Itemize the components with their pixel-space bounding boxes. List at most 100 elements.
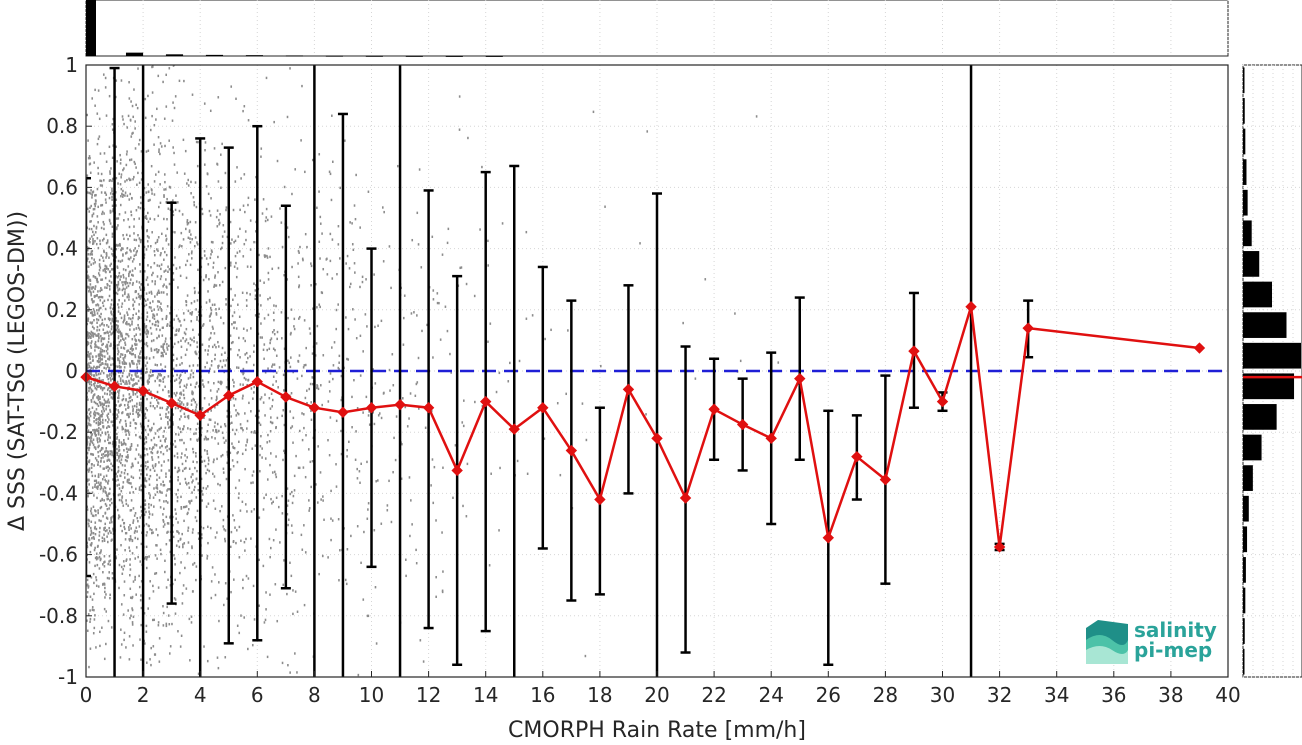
- scatter-point: [173, 557, 176, 560]
- scatter-point: [152, 446, 155, 449]
- scatter-point: [172, 359, 175, 362]
- scatter-point: [111, 453, 113, 457]
- scatter-point: [156, 351, 158, 354]
- scatter-point: [99, 487, 102, 491]
- scatter-point: [162, 346, 165, 349]
- scatter-point: [88, 353, 90, 356]
- scatter-point: [93, 207, 96, 211]
- scatter-point: [255, 230, 257, 233]
- scatter-point: [416, 381, 419, 384]
- scatter-point: [99, 396, 101, 399]
- scatter-point: [91, 235, 93, 238]
- scatter-point: [100, 557, 102, 561]
- scatter-point: [232, 298, 234, 301]
- scatter-point: [338, 361, 340, 364]
- scatter-point: [186, 456, 189, 459]
- scatter-point: [216, 225, 219, 228]
- scatter-point: [129, 363, 131, 366]
- scatter-point: [173, 342, 176, 346]
- x-histogram-bar: [485, 55, 503, 57]
- scatter-point: [137, 67, 139, 70]
- scatter-point: [375, 642, 378, 645]
- scatter-point: [107, 412, 110, 416]
- scatter-point: [106, 529, 108, 532]
- scatter-point: [201, 407, 204, 410]
- scatter-point: [367, 502, 370, 505]
- scatter-point: [338, 579, 340, 582]
- scatter-point: [192, 451, 195, 454]
- scatter-point: [96, 487, 99, 490]
- scatter-point: [105, 516, 108, 519]
- scatter-point: [380, 319, 383, 323]
- scatter-point: [191, 531, 194, 534]
- scatter-point: [90, 531, 93, 534]
- scatter-point: [162, 347, 165, 350]
- scatter-point: [350, 534, 352, 538]
- scatter-point: [145, 467, 148, 471]
- scatter-point: [116, 437, 118, 440]
- scatter-point: [246, 329, 248, 332]
- scatter-point: [110, 344, 112, 347]
- scatter-point: [273, 363, 276, 366]
- scatter-point: [137, 206, 140, 209]
- scatter-point: [106, 392, 108, 396]
- x-tick-label: 20: [644, 683, 669, 707]
- scatter-point: [183, 396, 186, 400]
- scatter-point: [119, 377, 122, 380]
- scatter-point: [145, 545, 148, 548]
- scatter-point: [217, 271, 219, 274]
- y-histogram-bar: [1243, 189, 1248, 216]
- scatter-point: [110, 312, 113, 316]
- scatter-point: [139, 638, 141, 641]
- scatter-point: [181, 438, 183, 442]
- scatter-point: [232, 321, 235, 324]
- scatter-point: [108, 270, 111, 274]
- scatter-point: [89, 171, 92, 174]
- scatter-point: [211, 345, 214, 349]
- scatter-point: [156, 375, 159, 378]
- scatter-point: [177, 466, 180, 470]
- scatter-point: [180, 356, 183, 359]
- scatter-point: [138, 237, 141, 240]
- scatter-point: [109, 559, 112, 562]
- scatter-point: [268, 347, 271, 351]
- scatter-point: [150, 59, 152, 61]
- scatter-point: [96, 412, 99, 415]
- scatter-point: [187, 236, 190, 240]
- scatter-point: [91, 441, 94, 445]
- scatter-point: [645, 413, 647, 416]
- scatter-point: [139, 455, 142, 459]
- scatter-point: [120, 305, 123, 308]
- y-tick-label: -0.4: [39, 481, 78, 505]
- scatter-point: [236, 166, 238, 169]
- scatter-point: [203, 438, 206, 441]
- scatter-point: [105, 349, 108, 353]
- scatter-point: [104, 191, 107, 194]
- scatter-point: [120, 353, 122, 356]
- scatter-point: [124, 191, 127, 194]
- scatter-point: [106, 375, 109, 378]
- scatter-point: [136, 249, 138, 253]
- scatter-point: [351, 222, 353, 225]
- scatter-point: [105, 265, 108, 268]
- scatter-point: [132, 307, 135, 311]
- x-tick-label: 8: [308, 683, 321, 707]
- scatter-point: [418, 168, 421, 171]
- scatter-point: [258, 409, 260, 413]
- scatter-point: [432, 298, 435, 301]
- scatter-point: [100, 446, 103, 450]
- scatter-point: [108, 386, 111, 389]
- scatter-point: [247, 196, 250, 200]
- scatter-point: [183, 519, 185, 523]
- scatter-point: [157, 435, 160, 439]
- scatter-point: [206, 557, 208, 560]
- scatter-point: [166, 305, 169, 308]
- scatter-point: [131, 623, 134, 626]
- scatter-point: [120, 339, 122, 342]
- scatter-point: [97, 398, 100, 401]
- scatter-point: [221, 431, 224, 434]
- scatter-point: [109, 390, 112, 393]
- scatter-point: [131, 485, 133, 489]
- scatter-point: [110, 342, 112, 346]
- scatter-point: [135, 448, 138, 451]
